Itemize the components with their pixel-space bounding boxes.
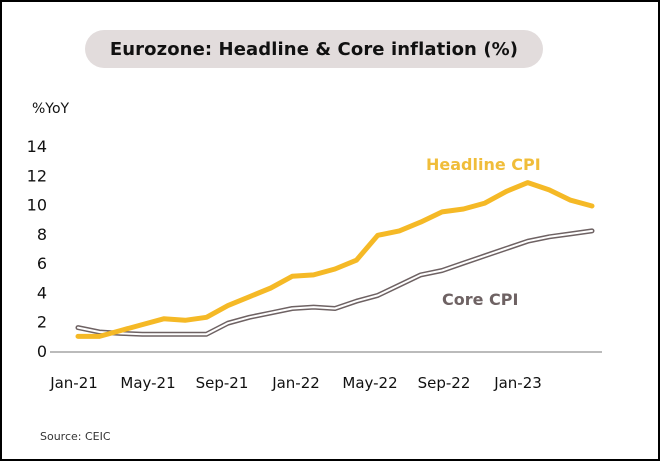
y-tick-label: 12 <box>27 166 47 185</box>
x-tick-label: May-22 <box>342 374 397 392</box>
y-axis-unit-label: %YoY <box>32 101 70 117</box>
headline-cpi-label: Headline CPI <box>426 155 541 174</box>
y-tick-label: 8 <box>37 225 47 244</box>
core-cpi-label: Core CPI <box>442 290 518 309</box>
x-tick-label: Jan-22 <box>271 374 320 392</box>
y-tick-label: 4 <box>37 283 47 302</box>
x-tick-label: Jan-23 <box>493 374 542 392</box>
x-tick-label: Jan-21 <box>49 374 98 392</box>
y-tick-label: 0 <box>37 342 47 361</box>
source-note: Source: CEIC <box>40 430 111 443</box>
y-tick-label: 10 <box>27 196 47 215</box>
core-cpi-line-inner <box>77 229 593 336</box>
y-axis-ticks: 0 2 4 6 8 10 12 14 <box>27 137 47 361</box>
x-tick-label: Sep-22 <box>418 374 471 392</box>
y-tick-label: 6 <box>37 254 47 273</box>
x-axis-ticks: Jan-21 May-21 Sep-21 Jan-22 May-22 Sep-22 Jan-… <box>49 374 542 392</box>
y-tick-label: 14 <box>27 137 47 156</box>
y-tick-label: 2 <box>37 313 47 332</box>
x-tick-label: Sep-21 <box>196 374 249 392</box>
chart-title: Eurozone: Headline & Core inflation (%) <box>85 30 543 68</box>
x-tick-label: May-21 <box>120 374 175 392</box>
series-lines <box>75 180 595 339</box>
headline-cpi-line <box>75 180 595 339</box>
